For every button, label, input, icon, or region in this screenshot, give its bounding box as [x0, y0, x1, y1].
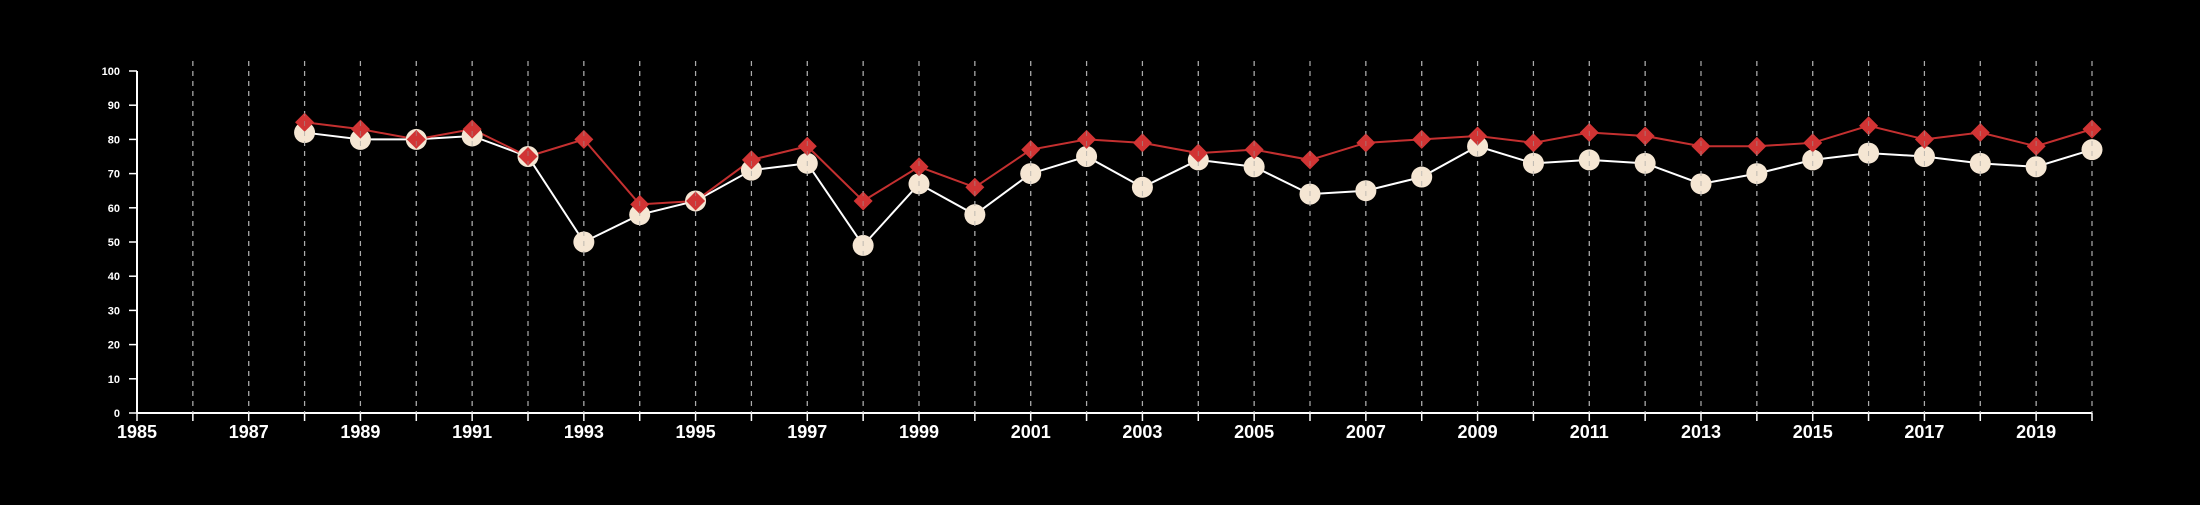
- x-tick-label: 2015: [1793, 422, 1833, 442]
- y-tick-label: 10: [108, 374, 120, 386]
- axes: [129, 70, 2093, 421]
- x-tick-label: 1997: [787, 422, 827, 442]
- series-1-point: [1578, 149, 1600, 171]
- y-tick-label: 80: [108, 134, 120, 146]
- y-tick-label: 90: [108, 100, 120, 112]
- tick-labels: 0 10 20 30 40 50 60 70 80 90 100 1985 1987 1989 1991 19…: [102, 66, 2057, 442]
- series-1-point: [1076, 146, 1098, 167]
- x-tick-label: 1989: [340, 422, 380, 442]
- series-1-point: [740, 159, 762, 181]
- series-2-point: [853, 191, 873, 211]
- x-tick-label: 2019: [2016, 422, 2056, 442]
- y-tick-label: 70: [108, 169, 120, 181]
- series-1-point: [1411, 166, 1433, 188]
- series-2-point: [1300, 150, 1320, 170]
- x-tick-label: 2003: [1122, 422, 1162, 442]
- series-1-point: [2025, 156, 2047, 178]
- y-tick-label: 100: [102, 66, 120, 78]
- series-1-point: [1243, 156, 1265, 178]
- series-2-point: [406, 129, 426, 149]
- x-tick-label: 2017: [1904, 422, 1944, 442]
- x-tick-label: 1985: [117, 422, 157, 442]
- series-2-point: [350, 119, 370, 139]
- series-2-point: [741, 150, 761, 170]
- y-tick-label: 40: [108, 271, 120, 283]
- series-2-point: [1747, 136, 1767, 156]
- series-2-point: [2026, 136, 2046, 156]
- y-tick-label: 60: [108, 203, 120, 215]
- x-tick-label: 1991: [452, 422, 492, 442]
- y-tick-label: 0: [114, 408, 120, 420]
- series-2-point: [1021, 140, 1041, 160]
- y-tick-label: 30: [108, 305, 120, 317]
- series-1-point: [1802, 149, 1824, 171]
- series-2-point: [797, 136, 817, 156]
- series-2-point: [462, 119, 482, 139]
- y-tick-label: 20: [108, 340, 120, 352]
- x-tick-label: 1993: [564, 422, 604, 442]
- y-tick-label: 50: [108, 237, 120, 249]
- series-1-point: [1131, 176, 1153, 198]
- x-tick-label: 2009: [1458, 422, 1498, 442]
- series-2-point: [574, 129, 594, 149]
- x-tick-label: 2007: [1346, 422, 1386, 442]
- series-2-point: [1914, 129, 1934, 149]
- series-2-point: [1244, 140, 1264, 160]
- grid-overlay: [192, 61, 2093, 413]
- series-1-point: [349, 128, 371, 150]
- series-2-point: [686, 191, 706, 211]
- x-tick-label: 1999: [899, 422, 939, 442]
- series-1-point: [1467, 135, 1489, 157]
- x-tick-label: 2013: [1681, 422, 1721, 442]
- series-1-point: [2081, 139, 2103, 161]
- series-1-point: [1913, 146, 1935, 167]
- x-tick-label: 2005: [1234, 422, 1274, 442]
- x-tick-label: 2011: [1570, 422, 1609, 442]
- series-2-point: [1412, 129, 1432, 149]
- series-2-point: [1077, 129, 1097, 149]
- series-2-point: [2082, 119, 2102, 139]
- series-2-point: [909, 157, 929, 177]
- series-1-point: [1355, 180, 1377, 202]
- series-markers: [294, 112, 2103, 256]
- series-2-point: [965, 177, 985, 197]
- series-2-point: [518, 147, 538, 166]
- series-2-point: [1691, 136, 1711, 156]
- x-tick-label: 1995: [676, 422, 716, 442]
- x-tick-label: 1987: [229, 422, 269, 442]
- x-tick-label: 2001: [1011, 422, 1051, 442]
